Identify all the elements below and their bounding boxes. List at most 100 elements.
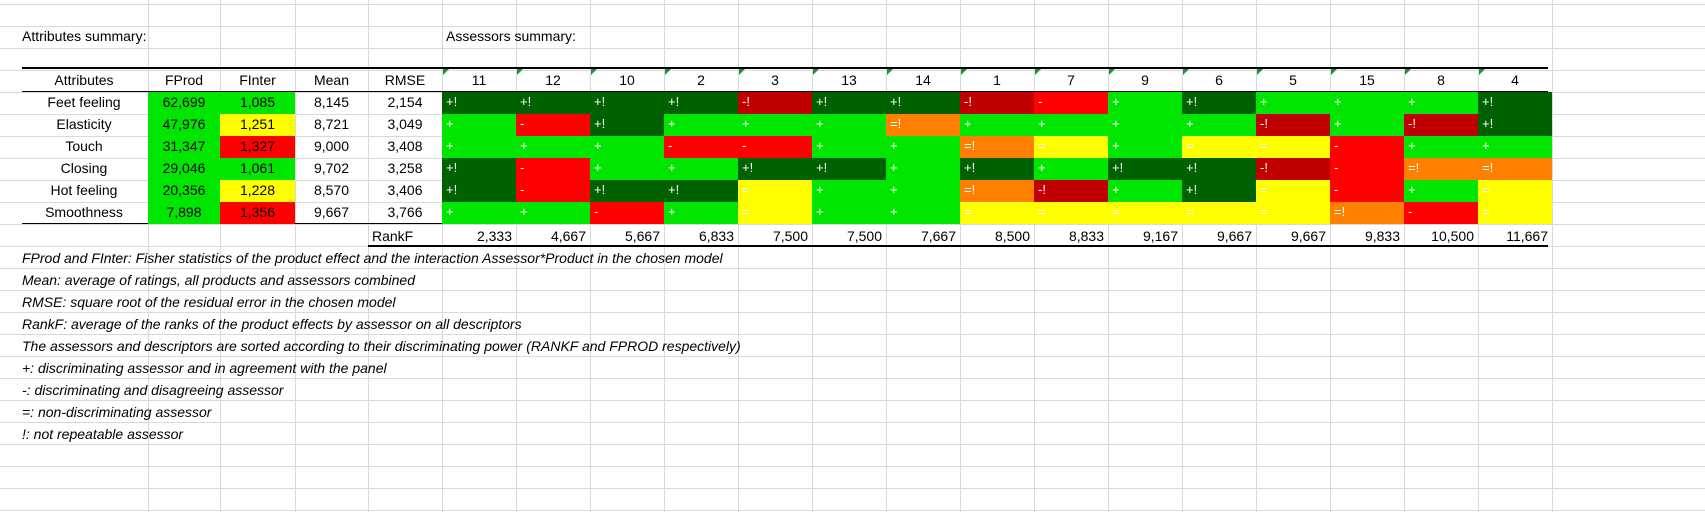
assessor-cell[interactable]: + [886,180,960,202]
assessor-cell[interactable]: +! [1182,180,1256,202]
assessor-cell[interactable]: = [738,202,812,224]
assessor-cell[interactable]: = [1182,136,1256,158]
assessor-header[interactable]: 6 [1215,72,1223,88]
rankf-value[interactable]: 9,833 [1364,228,1400,244]
assessor-cell[interactable]: +! [1108,158,1182,180]
header-fprod[interactable]: FProd [164,72,204,88]
attribute-name[interactable]: Elasticity [56,116,112,132]
assessor-cell[interactable]: + [960,114,1034,136]
assessor-header[interactable]: 5 [1289,72,1297,88]
assessor-cell[interactable]: -! [960,92,1034,114]
header-rmse[interactable]: RMSE [384,72,426,88]
legend-note[interactable]: FProd and FInter: Fisher statistics of t… [22,250,723,266]
rankf-value[interactable]: 5,667 [624,228,660,244]
rmse-value[interactable]: 3,049 [387,116,423,132]
assessor-cell[interactable]: =! [960,136,1034,158]
mean-value[interactable]: 9,000 [313,138,350,154]
mean-value[interactable]: 8,721 [313,116,350,132]
rankf-value[interactable]: 8,500 [994,228,1030,244]
rankf-label[interactable]: RankF [372,228,414,244]
assessor-cell[interactable]: - [516,114,590,136]
rankf-value[interactable]: 7,667 [920,228,956,244]
assessor-cell[interactable]: + [1182,114,1256,136]
assessor-cell[interactable]: +! [664,92,738,114]
rankf-value[interactable]: 4,667 [550,228,586,244]
rmse-value[interactable]: 3,766 [387,204,423,220]
header-finter[interactable]: FInter [239,72,276,88]
assessor-cell[interactable]: - [590,202,664,224]
assessor-cell[interactable]: + [664,202,738,224]
assessor-cell[interactable]: +! [516,92,590,114]
assessor-cell[interactable]: +! [886,92,960,114]
assessor-cell[interactable]: = [1108,202,1182,224]
assessor-cell[interactable]: + [1034,114,1108,136]
attribute-name[interactable]: Feet feeling [47,94,121,110]
assessor-cell[interactable]: = [1256,136,1330,158]
assessor-cell[interactable]: + [442,136,516,158]
assessor-cell[interactable]: + [442,202,516,224]
assessor-cell[interactable]: + [1404,136,1478,158]
assessor-cell[interactable]: =! [1330,202,1404,224]
assessor-cell[interactable]: + [1108,114,1182,136]
assessor-cell[interactable]: + [1330,92,1404,114]
rmse-value[interactable]: 3,406 [387,182,423,198]
assessor-cell[interactable]: = [1182,202,1256,224]
assessor-cell[interactable]: = [1478,180,1552,202]
assessor-cell[interactable]: + [516,136,590,158]
assessor-cell[interactable]: + [664,158,738,180]
assessor-cell[interactable]: + [886,202,960,224]
header-mean[interactable]: Mean [313,72,350,88]
assessor-cell[interactable]: +! [1478,92,1552,114]
assessor-cell[interactable]: + [664,114,738,136]
finter-value[interactable]: 1,228 [220,180,295,202]
assessor-cell[interactable]: +! [664,180,738,202]
mean-value[interactable]: 8,145 [313,94,350,110]
rankf-value[interactable]: 9,667 [1290,228,1326,244]
assessor-header[interactable]: 2 [697,72,705,88]
assessor-cell[interactable]: = [1034,202,1108,224]
assessor-cell[interactable]: + [1404,92,1478,114]
assessor-cell[interactable]: +! [442,92,516,114]
assessor-cell[interactable]: = [1478,202,1552,224]
assessor-header[interactable]: 12 [545,72,561,88]
fprod-value[interactable]: 47,976 [148,114,220,136]
finter-value[interactable]: 1,327 [220,136,295,158]
assessor-cell[interactable]: + [886,136,960,158]
legend-note[interactable]: RMSE: square root of the residual error … [22,294,396,310]
assessor-header[interactable]: 13 [841,72,857,88]
rankf-value[interactable]: 10,500 [1431,228,1474,244]
assessor-cell[interactable]: -! [1404,114,1478,136]
rmse-value[interactable]: 3,258 [387,160,423,176]
assessor-cell[interactable]: -! [1034,180,1108,202]
rmse-value[interactable]: 3,408 [387,138,423,154]
assessor-cell[interactable]: = [1034,136,1108,158]
assessor-header[interactable]: 1 [993,72,1001,88]
assessor-header[interactable]: 15 [1359,72,1375,88]
assessor-cell[interactable]: +! [442,180,516,202]
fprod-value[interactable]: 62,699 [148,92,220,114]
assessor-cell[interactable]: + [812,136,886,158]
fprod-value[interactable]: 31,347 [148,136,220,158]
assessor-cell[interactable]: + [1256,92,1330,114]
assessor-cell[interactable]: + [812,114,886,136]
rmse-value[interactable]: 2,154 [387,94,423,110]
rankf-value[interactable]: 7,500 [772,228,808,244]
assessor-cell[interactable]: - [516,158,590,180]
assessor-cell[interactable]: - [738,136,812,158]
assessor-cell[interactable]: - [1330,158,1404,180]
assessor-cell[interactable]: -! [1256,114,1330,136]
assessor-cell[interactable]: + [1330,114,1404,136]
attribute-name[interactable]: Smoothness [45,204,123,220]
rankf-value[interactable]: 9,667 [1216,228,1252,244]
assessor-cell[interactable]: - [664,136,738,158]
fprod-value[interactable]: 29,046 [148,158,220,180]
finter-value[interactable]: 1,356 [220,202,295,224]
header-attributes[interactable]: Attributes [54,72,114,88]
rankf-value[interactable]: 9,167 [1142,228,1178,244]
assessor-cell[interactable]: =! [1478,158,1552,180]
assessor-cell[interactable]: +! [960,158,1034,180]
assessor-cell[interactable]: -! [738,92,812,114]
attribute-name[interactable]: Closing [60,160,108,176]
assessor-cell[interactable]: + [1034,158,1108,180]
finter-value[interactable]: 1,251 [220,114,295,136]
